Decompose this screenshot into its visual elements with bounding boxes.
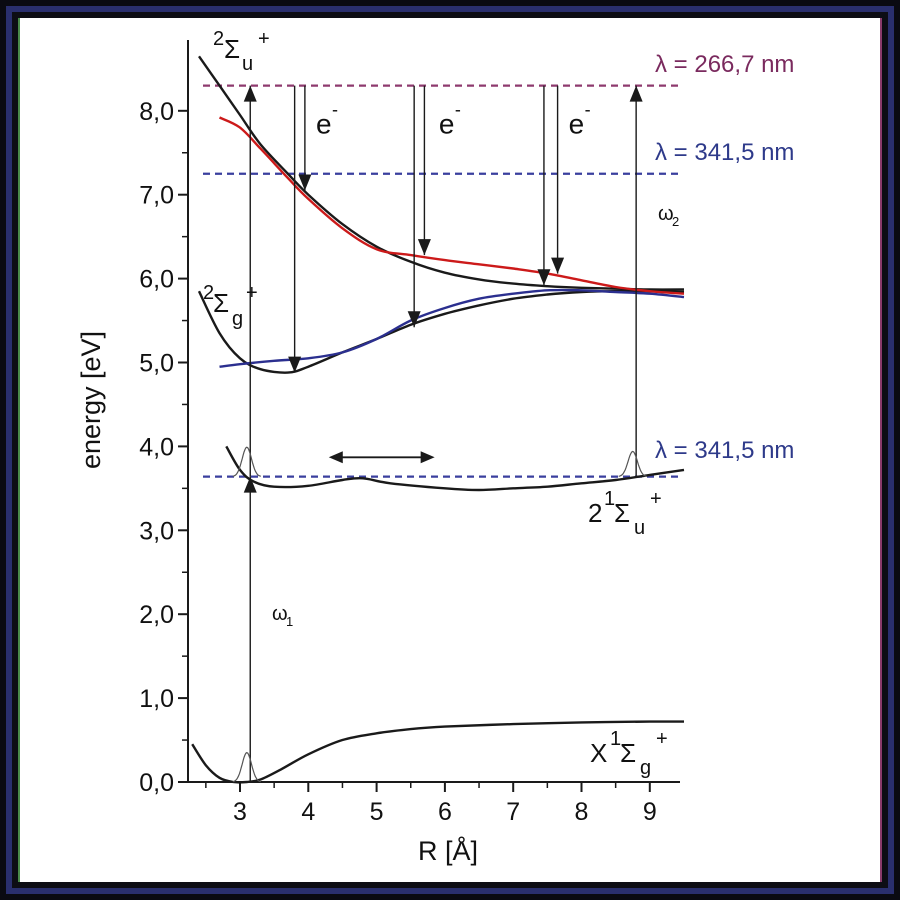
- chart-panel: [18, 18, 882, 882]
- svg-text:1: 1: [604, 488, 615, 510]
- svg-text:-: -: [332, 99, 338, 119]
- svg-text:Σ: Σ: [614, 498, 630, 528]
- svg-text:+: +: [650, 488, 662, 510]
- curve-X: [191, 720, 685, 784]
- state-label-A: 2 1 Σ u +: [588, 488, 662, 539]
- state-label-u: 2 Σ u +: [213, 28, 270, 75]
- svg-text:u: u: [242, 53, 253, 75]
- arrow-head: [407, 311, 421, 328]
- arrow-head: [298, 174, 312, 191]
- svg-text:Σ: Σ: [213, 288, 229, 318]
- electron-label: e-: [439, 99, 461, 139]
- state-label-g: 2 Σ g +: [203, 282, 258, 330]
- wavelength-label-341-upper: λ = 341,5 nm: [655, 139, 794, 166]
- arrow-head: [629, 85, 643, 102]
- y-tick-label: 8,0: [139, 98, 174, 126]
- arrow-head: [288, 356, 302, 373]
- x-tick-label: 4: [301, 798, 315, 826]
- arrow-head: [537, 269, 551, 286]
- y-tick-label: 4,0: [139, 433, 174, 461]
- x-tick-label: 3: [233, 798, 247, 826]
- svg-text:g: g: [640, 757, 651, 779]
- potential-curves: [191, 55, 685, 784]
- wavepacket: [232, 751, 261, 783]
- svg-text:u: u: [634, 517, 645, 539]
- svg-text:1: 1: [610, 728, 621, 750]
- curve-A: [225, 445, 685, 492]
- arrow-head: [551, 257, 565, 274]
- curve-blue: [219, 288, 685, 368]
- x-tick-label: 5: [370, 798, 384, 826]
- vibration-arrow-left: [328, 451, 343, 464]
- electron-label: e-: [316, 99, 338, 139]
- y-tick-label: 5,0: [139, 350, 174, 378]
- svg-text:Σ: Σ: [224, 34, 240, 64]
- y-tick-label: 3,0: [139, 517, 174, 545]
- svg-text:+: +: [258, 28, 270, 50]
- svg-text:2: 2: [213, 28, 224, 50]
- svg-text:e: e: [316, 108, 332, 139]
- transition-arrows: [243, 85, 643, 782]
- arrow-head: [243, 476, 257, 493]
- wavepackets: [232, 446, 647, 783]
- svg-text:+: +: [656, 728, 668, 750]
- wavepacket: [232, 446, 261, 477]
- x-axis-title: R [Å]: [418, 835, 478, 866]
- omega2-label: ω 2: [658, 203, 679, 229]
- x-tick-label: 8: [575, 798, 589, 826]
- svg-text:g: g: [232, 308, 243, 330]
- svg-text:+: +: [246, 282, 258, 304]
- axis-ticks: 0,0 1,0 2,0 3,0 4,0 5,0 6,0 7,0 8,0 3 4 5 6 7 8 9: [139, 98, 657, 826]
- svg-text:1: 1: [286, 614, 293, 629]
- electron-labels: e-e-e-: [316, 99, 591, 139]
- svg-text:2: 2: [588, 498, 602, 528]
- arrow-head: [417, 239, 431, 256]
- omega1-label: ω 1: [272, 603, 293, 629]
- svg-text:2: 2: [203, 282, 214, 304]
- y-axis-title: energy [eV]: [76, 331, 106, 469]
- svg-text:e: e: [569, 108, 585, 139]
- y-tick-label: 7,0: [139, 182, 174, 210]
- svg-text:2: 2: [672, 214, 679, 229]
- wavelength-lines: [203, 84, 680, 478]
- wavelength-label-341-lower: λ = 341,5 nm: [655, 437, 794, 464]
- curve-red: [218, 116, 685, 295]
- y-tick-label: 6,0: [139, 266, 174, 294]
- wavelength-label-266: λ = 266,7 nm: [655, 51, 794, 78]
- wavepacket: [618, 450, 647, 477]
- y-tick-label: 1,0: [139, 685, 174, 713]
- x-tick-label: 9: [643, 798, 657, 826]
- arrow-head: [243, 85, 257, 102]
- y-tick-label: 0,0: [139, 769, 174, 797]
- state-label-X: X 1 Σ g +: [590, 728, 668, 779]
- svg-text:X: X: [590, 738, 607, 768]
- vibration-arrow-right: [420, 451, 435, 464]
- y-tick-label: 2,0: [139, 601, 174, 629]
- svg-text:ω: ω: [658, 203, 674, 225]
- svg-text:-: -: [455, 99, 461, 119]
- svg-text:ω: ω: [272, 603, 288, 625]
- x-tick-label: 6: [438, 798, 452, 826]
- curve-u: [198, 55, 685, 291]
- svg-text:-: -: [585, 99, 591, 119]
- svg-text:e: e: [439, 108, 455, 139]
- electron-label: e-: [569, 99, 591, 139]
- svg-text:Σ: Σ: [620, 738, 636, 768]
- x-tick-label: 7: [506, 798, 520, 826]
